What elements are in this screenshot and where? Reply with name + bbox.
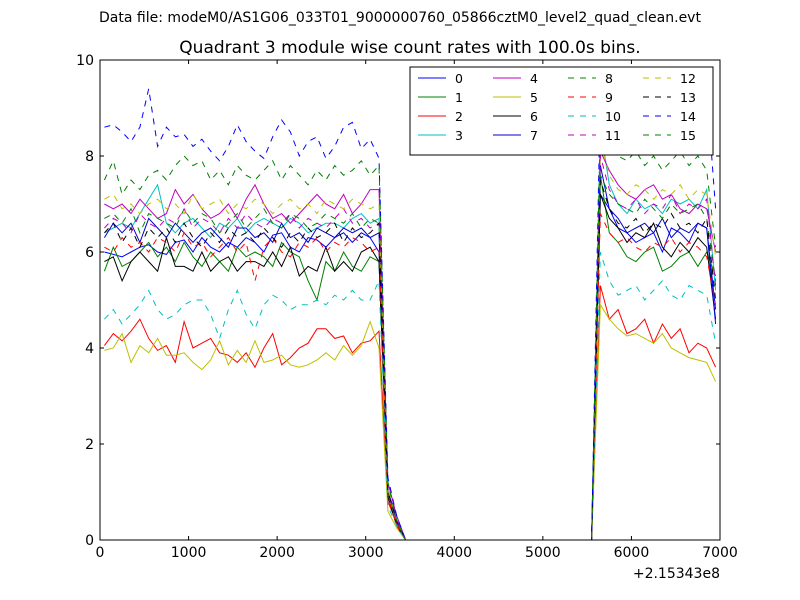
series-line-9 [104, 213, 717, 541]
x-tick-label: 7000 [702, 545, 738, 561]
legend-label-1: 1 [455, 90, 463, 105]
series-line-15 [103, 122, 717, 541]
x-tick-label: 0 [96, 545, 105, 561]
legend-label-4: 4 [530, 71, 538, 86]
series-line-12 [104, 141, 717, 541]
legend-label-13: 13 [680, 90, 696, 105]
series-line-8 [104, 174, 717, 541]
y-tick-label: 2 [85, 437, 94, 453]
plot-frame [99, 59, 721, 541]
series-line-0 [104, 192, 717, 541]
legend-label-5: 5 [530, 90, 538, 105]
chart-title: Quadrant 3 module wise count rates with … [179, 38, 640, 58]
legend-label-9: 9 [605, 90, 613, 105]
x-tick-label: 3000 [348, 545, 384, 561]
x-offset-label: +2.15343e8 [633, 566, 720, 582]
legend-label-2: 2 [455, 109, 463, 124]
y-tick-label: 6 [85, 245, 94, 261]
legend-frame [409, 66, 714, 156]
y-tick-label: 4 [85, 341, 94, 357]
x-tick-label: 6000 [614, 545, 650, 561]
legend-label-6: 6 [530, 109, 538, 124]
plot-lines [103, 87, 717, 541]
chart-suptitle: Data file: modeM0/AS1G06_033T01_90000007… [99, 10, 701, 26]
series-line-4 [104, 150, 717, 541]
x-tick-label: 4000 [436, 545, 472, 561]
series-line-5 [104, 303, 717, 541]
series-line-13 [104, 179, 717, 541]
series-line-10 [104, 251, 717, 541]
series-line-2 [103, 285, 717, 541]
series-line-1 [103, 175, 717, 541]
y-tick-label: 10 [76, 53, 94, 69]
series-line-14 [104, 87, 717, 541]
series-line-11 [104, 155, 717, 541]
y-tick-label: 8 [85, 149, 94, 165]
legend-label-7: 7 [530, 128, 538, 143]
legend-label-11: 11 [605, 128, 621, 143]
legend-label-10: 10 [605, 109, 621, 124]
x-tick-label: 1000 [171, 545, 207, 561]
legend-label-14: 14 [680, 109, 696, 124]
legend-label-3: 3 [455, 128, 463, 143]
x-tick-label: 2000 [259, 545, 295, 561]
legend-label-0: 0 [455, 71, 463, 86]
legend-label-12: 12 [680, 71, 696, 86]
x-tick-label: 5000 [525, 545, 561, 561]
y-tick-label: 0 [85, 533, 94, 549]
legend-label-15: 15 [680, 128, 696, 143]
legend-label-8: 8 [605, 71, 613, 86]
